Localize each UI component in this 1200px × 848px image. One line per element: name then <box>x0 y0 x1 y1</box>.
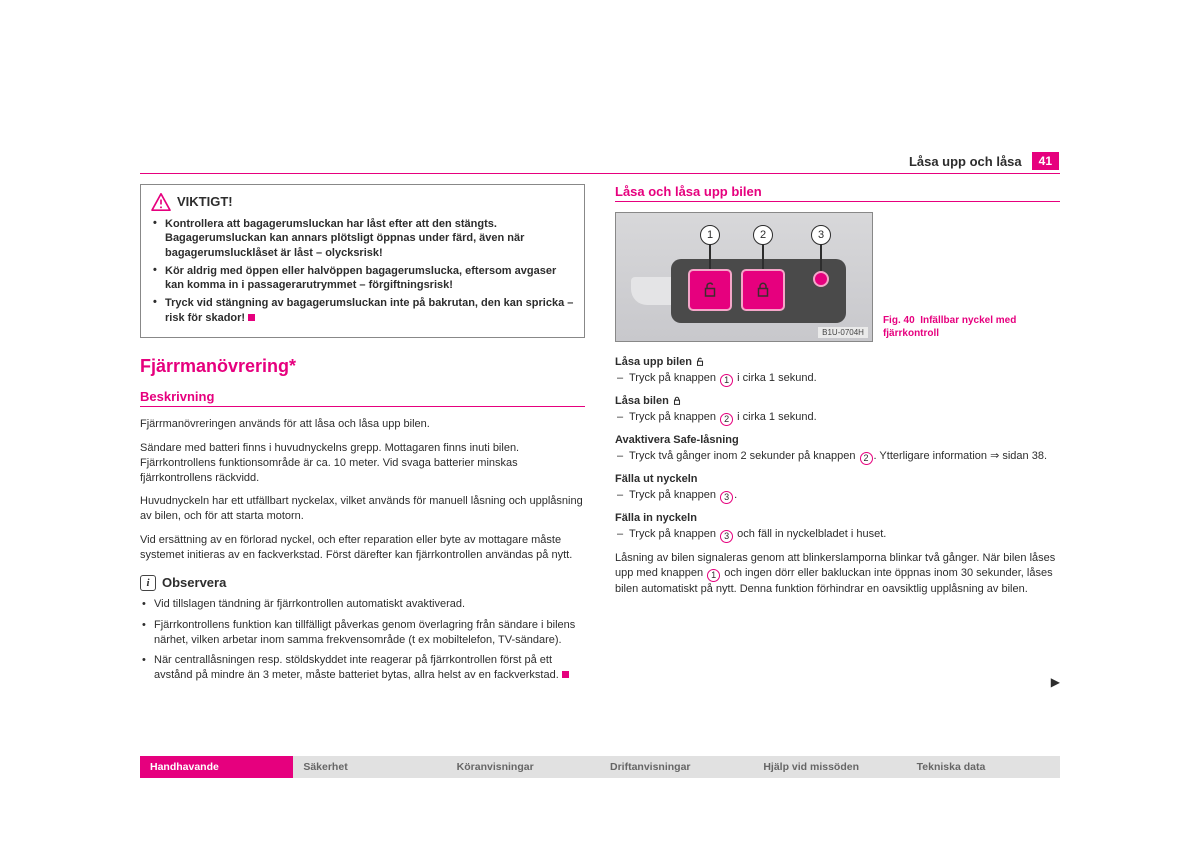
footer-paragraph: Låsning av bilen signaleras genom att bl… <box>615 551 1060 597</box>
step-heading: Fälla ut nyckeln <box>615 473 1060 485</box>
paragraph: Sändare med batteri finns i huvudnyckeln… <box>140 441 585 486</box>
key-unlock-button <box>688 269 732 311</box>
section-title: Fjärrmanövrering* <box>140 356 585 377</box>
warning-item: Kör aldrig med öppen eller halvöppen bag… <box>151 264 574 293</box>
warning-heading: VIKTIGT! <box>151 193 574 211</box>
tab-sakerhet[interactable]: Säkerhet <box>293 756 446 778</box>
callout-ref-1: 1 <box>720 374 733 387</box>
figure: 1 2 3 B1U-0704H Fig. 40 Infällbar nyckel… <box>615 212 1060 342</box>
list-item: Fjärrkontrollens funktion kan tillfällig… <box>140 618 585 648</box>
warning-heading-text: VIKTIGT! <box>177 194 233 211</box>
warning-box: VIKTIGT! Kontrollera att bagagerumslucka… <box>140 184 585 338</box>
subheading: Låsa och låsa upp bilen <box>615 184 1060 202</box>
step-line: Tryck två gånger inom 2 sekunder på knap… <box>615 449 1060 465</box>
key-lock-button <box>741 269 785 311</box>
callout-ref-2: 2 <box>720 413 733 426</box>
callout-ref-2: 2 <box>860 452 873 465</box>
two-column-layout: VIKTIGT! Kontrollera att bagagerumslucka… <box>140 184 1060 689</box>
page-number: 41 <box>1032 152 1059 170</box>
end-marker-icon <box>562 671 569 678</box>
tab-tekniska[interactable]: Tekniska data <box>907 756 1060 778</box>
observe-heading: i Observera <box>140 575 585 591</box>
callout-ref-1: 1 <box>707 569 720 582</box>
step-heading: Låsa bilen <box>615 395 1060 407</box>
step-line: Tryck på knappen 3. <box>615 488 1060 504</box>
callout-line <box>762 245 764 269</box>
header-rule <box>140 173 1060 174</box>
unlock-icon <box>701 281 719 299</box>
tab-driftanvisningar[interactable]: Driftanvisningar <box>600 756 753 778</box>
tab-koranvisningar[interactable]: Köranvisningar <box>447 756 600 778</box>
unlock-icon <box>695 356 705 368</box>
tab-strip: Handhavande Säkerhet Köranvisningar Drif… <box>140 756 1060 778</box>
step-line: Tryck på knappen 3 och fäll in nyckelbla… <box>615 527 1060 543</box>
paragraph: Vid ersättning av en förlorad nyckel, oc… <box>140 533 585 563</box>
warning-items: Kontrollera att bagagerumsluckan har lås… <box>151 217 574 325</box>
lock-icon <box>754 281 772 299</box>
list-item: Vid tillslagen tändning är fjärrkontroll… <box>140 597 585 612</box>
header-title: Låsa upp och låsa <box>909 154 1022 169</box>
callout-ref-3: 3 <box>720 530 733 543</box>
continue-arrow-icon: ▶ <box>1051 675 1060 689</box>
key-flip-button <box>813 271 829 287</box>
figure-illustration: 1 2 3 B1U-0704H <box>615 212 873 342</box>
step-heading: Låsa upp bilen <box>615 356 1060 368</box>
figure-ref-code: B1U-0704H <box>818 327 868 338</box>
figure-caption: Fig. 40 Infällbar nyckel med fjärrkontro… <box>873 314 1060 342</box>
left-column: VIKTIGT! Kontrollera att bagagerumslucka… <box>140 184 585 689</box>
page-content: Låsa upp och låsa 41 VIKTIGT! Kontroller… <box>140 0 1060 689</box>
callout-line <box>820 245 822 271</box>
subheading: Beskrivning <box>140 389 585 407</box>
observe-heading-text: Observera <box>162 575 226 590</box>
info-icon: i <box>140 575 156 591</box>
key-blade-shape <box>631 277 673 305</box>
page-header: Låsa upp och låsa 41 <box>140 152 1060 170</box>
step-heading: Fälla in nyckeln <box>615 512 1060 524</box>
step-heading: Avaktivera Safe-låsning <box>615 434 1060 446</box>
lock-icon <box>672 395 682 407</box>
step-line: Tryck på knappen 2 i cirka 1 sekund. <box>615 410 1060 426</box>
warning-triangle-icon <box>151 193 171 211</box>
callout-3: 3 <box>811 225 831 245</box>
step-line: Tryck på knappen 1 i cirka 1 sekund. <box>615 371 1060 387</box>
tab-handhavande[interactable]: Handhavande <box>140 756 293 778</box>
observe-list: Vid tillslagen tändning är fjärrkontroll… <box>140 597 585 683</box>
callout-1: 1 <box>700 225 720 245</box>
warning-item: Tryck vid stängning av bagagerumsluckan … <box>151 296 574 325</box>
callout-2: 2 <box>753 225 773 245</box>
end-marker-icon <box>248 314 255 321</box>
callout-ref-3: 3 <box>720 491 733 504</box>
callout-line <box>709 245 711 269</box>
tab-hjalp[interactable]: Hjälp vid missöden <box>753 756 906 778</box>
right-column: Låsa och låsa upp bilen 1 2 <box>615 184 1060 689</box>
paragraph: Fjärrmanövreringen används för att låsa … <box>140 417 585 432</box>
paragraph: Huvudnyckeln har ett utfällbart nyckelax… <box>140 494 585 524</box>
list-item: När centrallåsningen resp. stöldskyddet … <box>140 653 585 683</box>
warning-item: Kontrollera att bagagerumsluckan har lås… <box>151 217 574 260</box>
